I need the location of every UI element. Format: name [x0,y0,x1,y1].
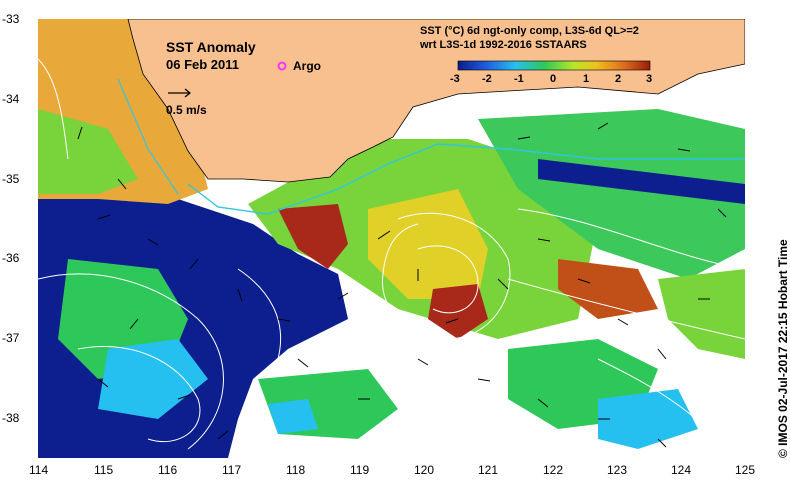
cyan-patch-sw [98,339,208,419]
sea-level-contours [38,58,745,450]
lat-tick: -33 [2,12,20,26]
lon-tick: 117 [222,463,242,477]
map-date: 06 Feb 2011 [166,57,239,72]
sst-map [38,19,745,458]
land-mass [127,19,745,183]
lon-tick: 120 [414,463,435,477]
east-green-patches [478,109,745,279]
east-green-scatter [658,269,745,359]
imos-credit: © IMOS 02-Jul-2017 22:15 Hobart Time [776,239,790,458]
lat-tick: -34 [2,92,20,106]
east-blue-streak [538,159,745,204]
warm-core-3 [558,259,658,319]
colorbar-tick: -3 [450,73,460,85]
velocity-scale-arrow-icon [168,88,191,98]
lat-tick: -37 [2,331,20,345]
lon-tick: 114 [29,463,49,477]
velocity-vectors [77,122,727,448]
map-title: SST Anomaly [166,39,256,55]
lon-tick: 122 [543,463,564,477]
colorbar-tick: 2 [615,73,622,85]
lat-tick: -35 [2,172,20,186]
lon-tick: 118 [286,463,306,477]
product-title-line1: SST (°C) 6d ngt-only comp, L3S-6d QL>=2 [420,25,639,37]
colorbar-tick: 1 [583,73,590,85]
lon-tick: 124 [671,463,692,477]
lon-tick: 115 [94,463,114,477]
lon-tick: 116 [158,463,178,477]
argo-label: Argo [293,59,321,73]
colorbar [457,60,651,71]
green-band-west [38,109,138,194]
coastline-current [187,143,745,215]
product-title-line2: wrt L3S-1d 1992-2016 SSTAARS [420,39,587,51]
south-cyan-scatter [268,399,318,434]
colorbar-tick: 0 [550,73,557,85]
coastline-current-2 [117,78,179,195]
east-cyan-patches [598,389,698,449]
lat-tick: -38 [2,411,20,425]
velocity-scale-label: 0.5 m/s [166,103,207,117]
warm-core-2 [278,204,348,269]
central-yellow-region [368,189,488,299]
argo-marker-icon [277,61,287,71]
lat-tick: -36 [2,251,20,265]
lon-tick: 119 [350,463,370,477]
colorbar-tick: -1 [514,73,524,85]
lon-tick: 125 [735,463,756,477]
lon-tick: 121 [478,463,499,477]
colorbar-tick: 3 [646,73,653,85]
map-frame: SST Anomaly 06 Feb 2011 Argo 0.5 m/s SST… [38,19,745,458]
colorbar-tick: -2 [482,73,492,85]
lon-tick: 123 [607,463,628,477]
